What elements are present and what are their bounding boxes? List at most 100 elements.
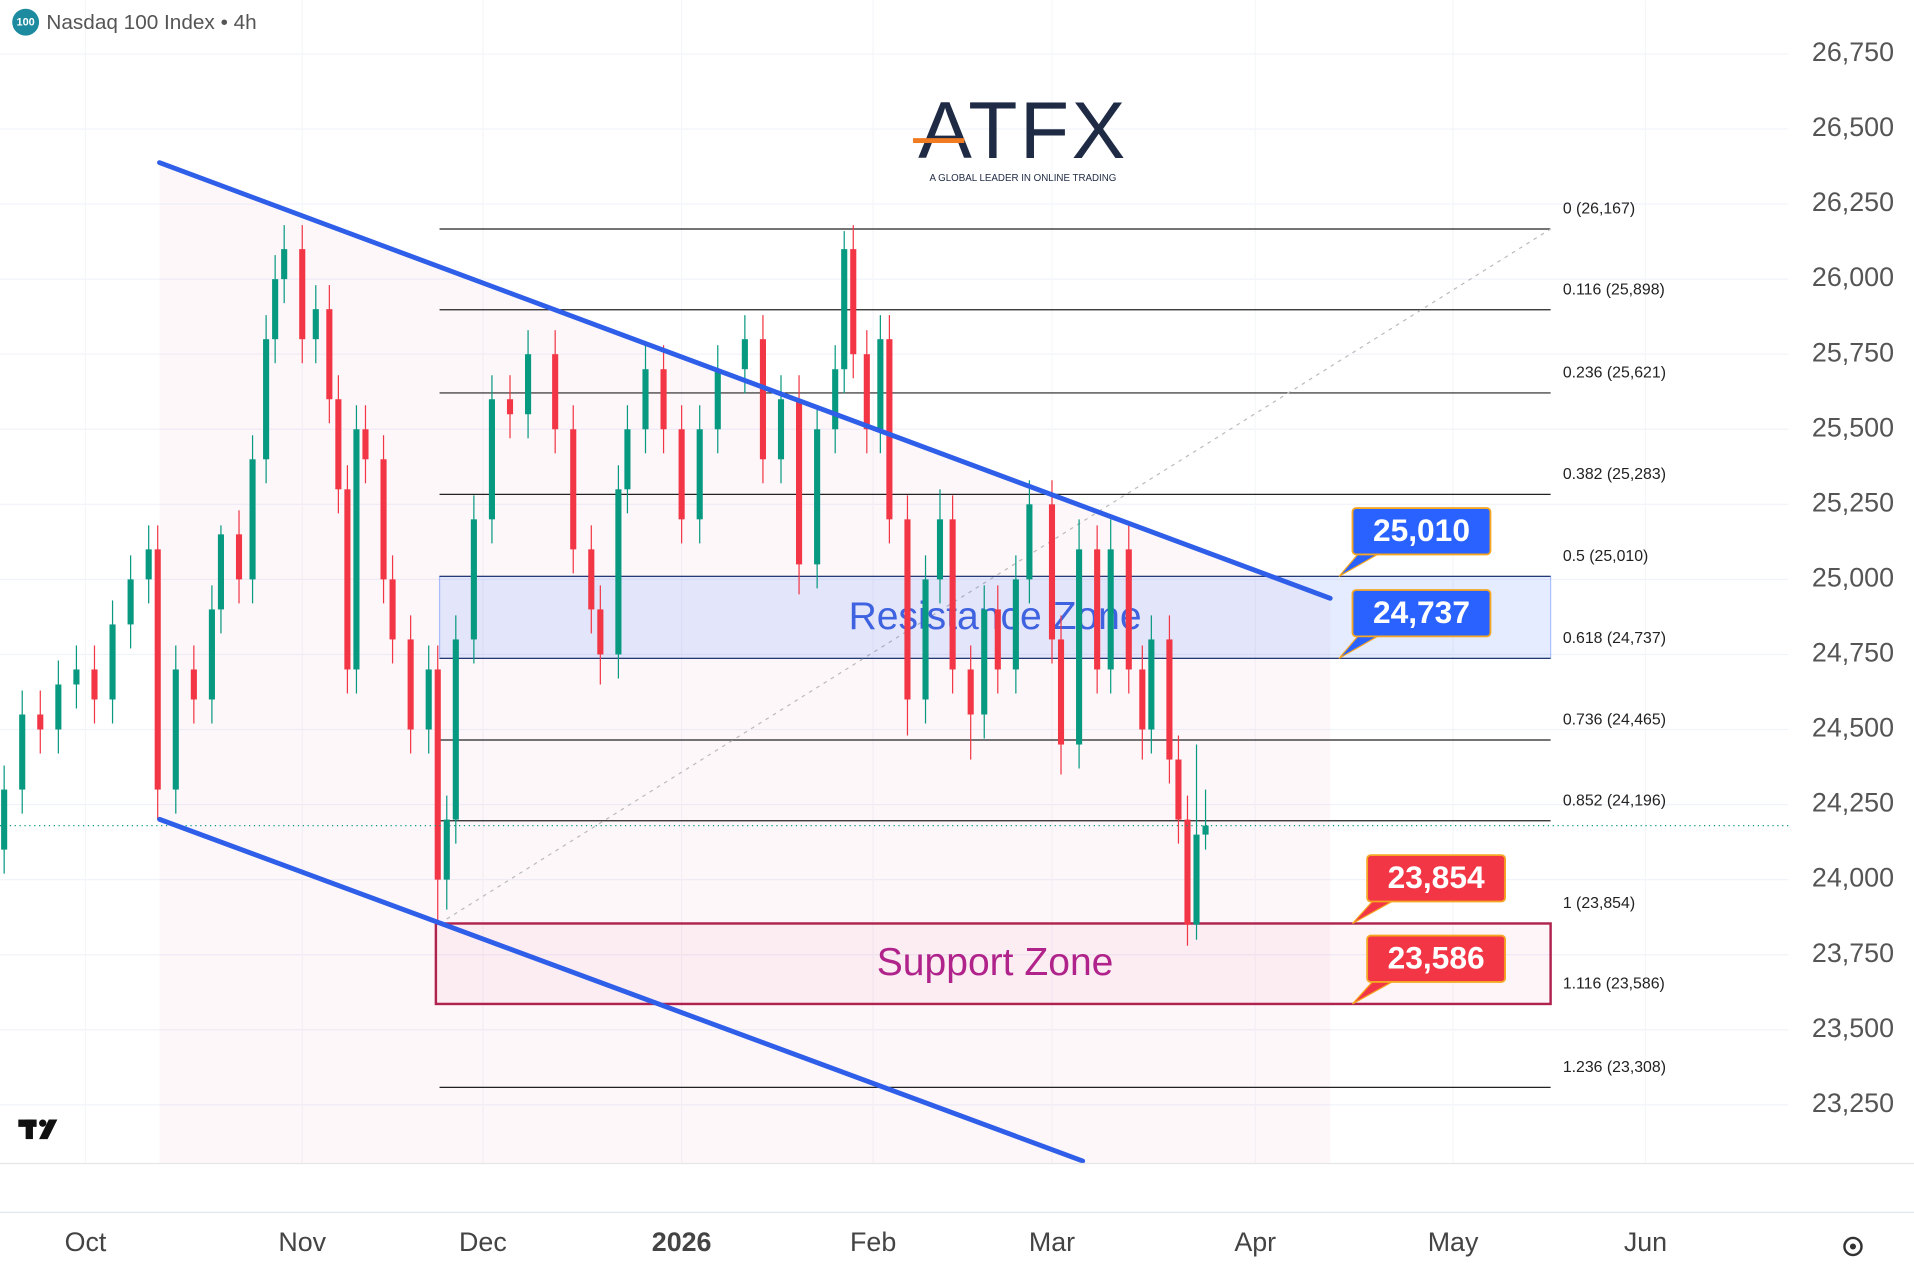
fib-label: 0.5 (25,010) (1563, 548, 1649, 565)
fib-label: 0 (26,167) (1563, 201, 1635, 218)
candle-body (597, 609, 604, 655)
candle-body (1048, 504, 1056, 640)
candle-body (615, 489, 622, 655)
callout-box (1351, 507, 1492, 556)
callout-label: 23,586 (1388, 939, 1485, 975)
candle-body (1094, 549, 1101, 670)
candle-body (796, 399, 803, 565)
settings-icon[interactable] (1843, 1236, 1863, 1257)
candle-body (967, 669, 974, 715)
candle-body (1193, 834, 1200, 925)
y-tick-label: 26,000 (1812, 262, 1894, 292)
candle-body (1202, 825, 1209, 835)
y-tick-label: 23,750 (1812, 938, 1894, 968)
candle-body (55, 684, 62, 730)
candle-body (1107, 549, 1114, 670)
fib-label: 0.736 (24,465) (1563, 712, 1666, 729)
y-tick-label: 25,250 (1812, 487, 1894, 517)
x-tick-label: 2026 (652, 1227, 712, 1257)
fib-label: 1 (23,854) (1563, 895, 1635, 912)
y-tick-label: 23,250 (1812, 1088, 1894, 1118)
y-tick-label: 25,000 (1812, 562, 1894, 592)
fib-label: 1.116 (23,586) (1563, 976, 1665, 993)
fib-label: 0.382 (25,283) (1563, 466, 1666, 483)
y-tick-label: 24,750 (1812, 638, 1894, 668)
candle-body (172, 669, 179, 790)
callout-label: 24,737 (1373, 594, 1470, 630)
logo-accent (913, 138, 965, 144)
candle-body (624, 429, 631, 490)
candle-body (588, 549, 595, 610)
candle-body (714, 369, 721, 430)
candle-body (696, 429, 703, 520)
candle-body (678, 429, 685, 520)
candle-body (642, 369, 649, 430)
candle-body (127, 579, 134, 625)
candle-body (109, 624, 116, 700)
x-tick-label: Nov (278, 1227, 326, 1257)
candle-body (190, 669, 197, 700)
x-tick-label: Jun (1624, 1227, 1667, 1257)
candle-body (389, 579, 396, 640)
candle-body (850, 249, 857, 355)
candle-body (1, 789, 8, 850)
y-tick-label: 24,250 (1812, 788, 1894, 818)
candle-body (936, 519, 944, 580)
candle-body (217, 534, 224, 610)
channel-line (157, 816, 1086, 1164)
candle-body (488, 399, 495, 520)
candle-body (434, 669, 441, 880)
candle-body (263, 339, 270, 460)
candle-body (886, 339, 893, 520)
candle-body (1148, 639, 1155, 730)
callout-box (1366, 934, 1506, 983)
candle-body (452, 639, 459, 820)
symbol-badge-circle (12, 8, 40, 36)
callout-label: 23,854 (1388, 859, 1485, 895)
candle-body (1076, 549, 1083, 745)
fib-label: 0.236 (25,621) (1563, 365, 1666, 382)
candle-body (506, 399, 514, 415)
candle-body (281, 249, 288, 280)
candle-body (335, 399, 342, 490)
candle-body (19, 714, 26, 790)
candle-body (741, 339, 748, 370)
candle-body (249, 459, 256, 580)
symbol-badge: 100 (16, 17, 34, 29)
y-tick-label: 26,500 (1812, 112, 1894, 142)
candle-body (1057, 639, 1065, 745)
candle-body (814, 429, 821, 565)
y-tick-label: 23,500 (1812, 1013, 1894, 1043)
main-layer: 23,250 23,500 23,750 24,000 24,250 24,500 24,7… (0, 37, 1894, 1257)
candle-body (1125, 549, 1132, 670)
chart-title: Nasdaq 100 Index • 4h (46, 11, 256, 34)
candle-body (949, 519, 956, 670)
candle-body (312, 309, 319, 340)
candle-body (380, 459, 387, 580)
candle-body (353, 429, 360, 670)
candle-body (425, 669, 432, 730)
channel-shade (159, 162, 1331, 1164)
x-tick-label: Apr (1234, 1227, 1276, 1257)
fib-label: 1.236 (23,308) (1563, 1059, 1666, 1076)
callout-box (1366, 854, 1506, 903)
fib-label: 0.618 (24,737) (1563, 630, 1666, 647)
candle-body (525, 354, 532, 415)
candle-body (904, 519, 911, 700)
candle-body (470, 519, 477, 640)
candle-body (570, 429, 577, 550)
fib-label: 0.852 (24,196) (1563, 792, 1666, 809)
candle-body (91, 669, 98, 700)
y-tick-label: 26,250 (1812, 187, 1894, 217)
y-tick-label: 24,000 (1812, 863, 1894, 893)
candle-body (272, 279, 279, 340)
candle-body (154, 549, 161, 790)
candle-body (1184, 819, 1191, 925)
candle-body (299, 249, 306, 340)
y-tick-label: 26,750 (1812, 37, 1894, 67)
candle-body (443, 819, 450, 880)
logo-tagline: A GLOBAL LEADER IN ONLINE TRADING (929, 173, 1116, 184)
candle-body (326, 309, 333, 400)
